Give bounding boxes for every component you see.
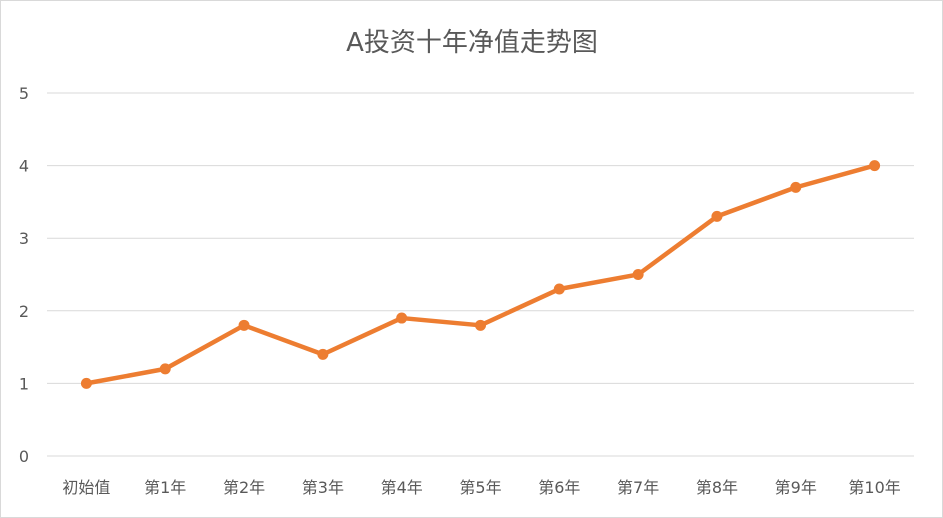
x-tick-label: 第3年 (302, 478, 344, 497)
x-tick-label: 第5年 (459, 478, 501, 497)
x-tick-label: 第7年 (617, 478, 659, 497)
x-axis-tick-labels: 初始值 第1年 第2年 第3年 第4年 第5年 第6年 第7年 第8年 第9年 第10年 (62, 478, 900, 497)
data-point (396, 312, 408, 324)
series-line (84, 163, 877, 386)
data-point (790, 181, 802, 193)
x-tick-label: 第1年 (144, 478, 186, 497)
x-tick-label: 初始值 (62, 478, 110, 497)
chart-title: A投资十年净值走势图 (346, 28, 598, 58)
x-tick-label: 第10年 (848, 478, 900, 497)
data-point (711, 210, 723, 222)
data-point (632, 269, 644, 280)
data-point (553, 283, 565, 295)
y-tick-label: 0 (19, 447, 29, 466)
y-tick-label: 4 (19, 157, 29, 176)
series-layer (80, 160, 881, 389)
data-point (869, 160, 881, 172)
y-tick-label: 3 (19, 229, 29, 248)
x-tick-label: 第6年 (538, 478, 580, 497)
data-point (159, 363, 171, 375)
y-tick-label: 1 (19, 374, 29, 393)
gridlines (47, 92, 914, 457)
y-tick-label: 2 (19, 302, 29, 321)
x-tick-label: 第2年 (223, 478, 265, 497)
x-tick-label: 第8年 (696, 478, 738, 497)
x-tick-label: 第9年 (775, 478, 817, 497)
data-point (238, 319, 250, 331)
y-axis-tick-labels: 0 1 2 3 4 5 (19, 84, 29, 466)
y-tick-label: 5 (19, 84, 29, 103)
data-point (317, 348, 329, 360)
data-point (80, 377, 92, 389)
data-point (475, 319, 486, 331)
x-tick-label: 第4年 (381, 478, 423, 497)
